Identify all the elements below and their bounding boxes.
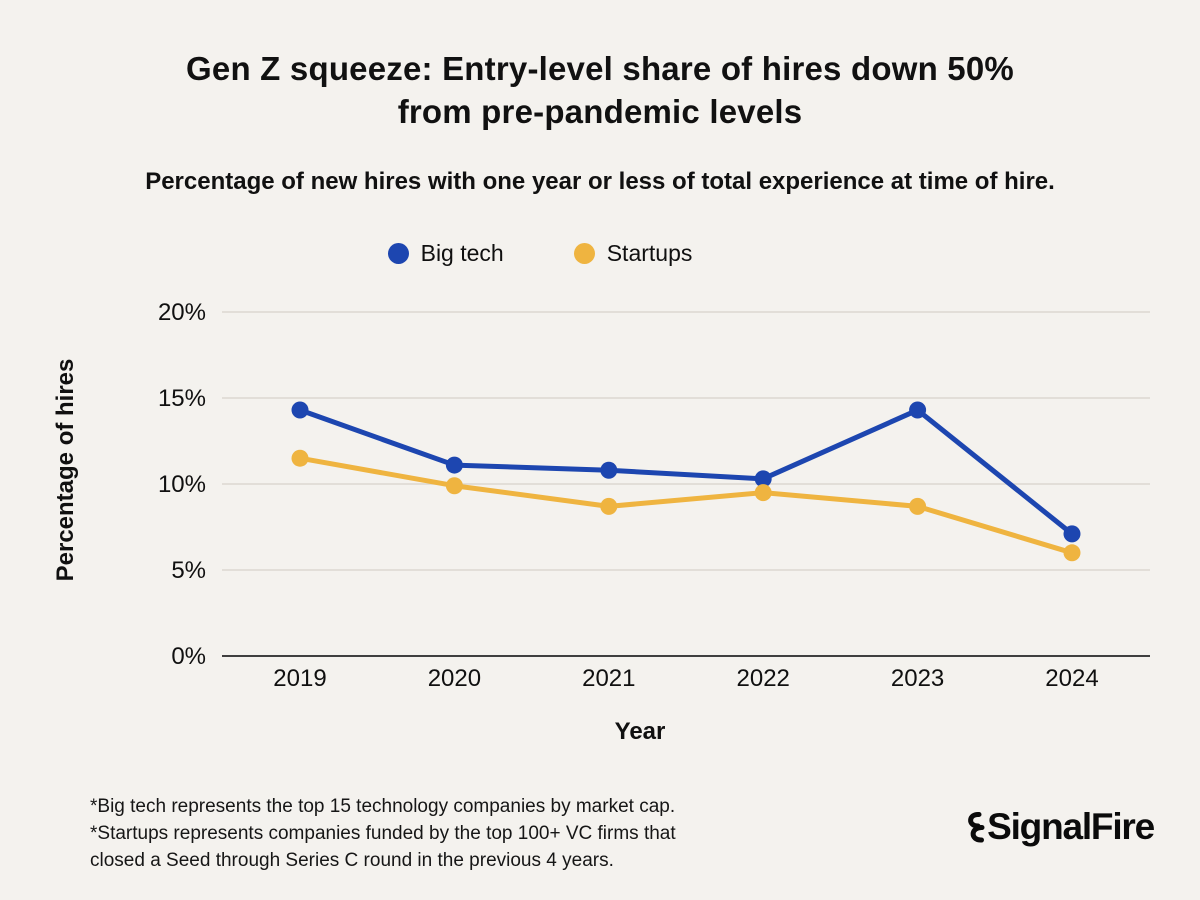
data-point-startups-2023 [909,497,927,515]
y-tick-label: 10% [158,471,206,498]
footnote-line-3: closed a Seed through Series C round in … [90,849,614,871]
y-tick-label: 20% [158,299,206,326]
data-point-startups-2020 [445,477,463,495]
data-point-big-tech-2021 [600,461,618,479]
data-point-startups-2019 [291,449,309,467]
chart-title-line1: Gen Z squeeze: Entry-level share of hire… [186,50,1014,87]
legend-label-startups: Startups [606,240,693,266]
legend: Big tech Startups [0,240,1140,267]
footnote-line-1: *Big tech represents the top 15 technolo… [90,796,676,817]
legend-item-startups: Startups [573,240,693,267]
data-point-startups-2021 [600,497,618,515]
legend-swatch-big-tech [387,243,409,264]
data-point-startups-2022 [754,484,772,502]
y-tick-label: 15% [158,385,206,412]
chart-title-line2: from pre-pandemic levels [397,92,803,130]
footnote-line-2: *Startups represents companies funded by… [90,822,676,844]
x-axis-title: Year [614,718,666,745]
signalfire-logo: SignalFire [960,806,1155,848]
chart-subtitle: Percentage of new hires with one year or… [145,168,1055,195]
x-tick-label: 2023 [891,665,944,692]
legend-item-big-tech: Big tech [387,240,504,267]
x-tick-label: 2022 [737,665,790,692]
data-point-big-tech-2022 [754,470,772,488]
y-axis-title: Percentage of hires [52,358,79,582]
x-tick-label: 2024 [1045,665,1098,692]
chart-title: Gen Z squeeze: Entry-level share of hire… [0,48,1200,134]
data-point-big-tech-2019 [291,401,309,419]
signalfire-logo-icon [968,812,985,843]
x-tick-label: 2021 [582,665,635,692]
data-point-big-tech-2024 [1063,525,1081,543]
signalfire-logo-text: SignalFire [987,806,1155,847]
line-chart: 0% 5% 10% 15% 20% 2019 2020 2021 2022 2023 2024 [158,299,1150,692]
x-tick-label: 2020 [428,665,481,692]
data-point-big-tech-2023 [909,401,927,419]
y-tick-label: 5% [171,557,206,584]
series-line-big-tech [297,407,1075,537]
footnote: *Big tech represents the top 15 technolo… [90,794,676,875]
legend-label-big-tech: Big tech [420,240,504,266]
series-line-startups [297,455,1075,556]
data-point-big-tech-2020 [445,456,463,474]
data-point-startups-2024 [1063,544,1081,562]
y-tick-label: 0% [171,643,206,670]
legend-swatch-startups [573,243,595,264]
x-tick-label: 2019 [273,665,326,692]
